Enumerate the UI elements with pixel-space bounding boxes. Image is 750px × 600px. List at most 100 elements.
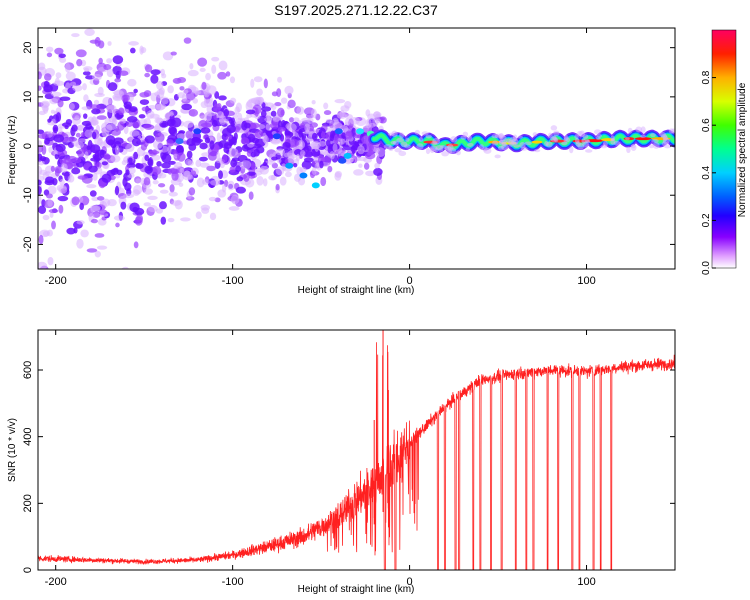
spectrogram-speckle: [101, 161, 108, 166]
spectrogram-speckle: [303, 157, 314, 163]
spectrogram-speckle: [80, 229, 89, 238]
spectrogram-speckle: [205, 72, 211, 81]
spectrogram-speckle: [279, 133, 285, 142]
spectrogram-speckle: [121, 94, 129, 103]
spectrogram-speckle: [563, 135, 569, 141]
spectrogram-speckle: [561, 141, 568, 146]
spectrogram-speckle: [46, 52, 53, 58]
spectrogram-speckle: [179, 167, 185, 174]
spectrogram-speckle: [189, 63, 194, 70]
spectrogram-speckle: [124, 182, 132, 192]
spectrogram-speckle: [76, 58, 83, 67]
spectrogram-speckle: [199, 67, 206, 72]
spectrogram-speckle: [262, 162, 268, 167]
spectrogram-speckle: [425, 148, 431, 155]
spectrogram-speckle: [58, 204, 64, 214]
spectrogram-speckle: [133, 184, 143, 195]
spectrogram-speckle: [185, 130, 194, 139]
spectrogram-speckle: [341, 132, 346, 140]
spectrogram-speckle: [170, 51, 177, 56]
spectrogram-speckle: [176, 144, 184, 154]
spectrogram-speckle: [209, 140, 215, 150]
spectrogram-speckle: [253, 76, 263, 83]
spectrogram-speckle: [52, 124, 59, 134]
spectrogram-speckle: [235, 102, 242, 113]
spectrogram-speckle: [298, 128, 303, 138]
spectrogram-speckle: [197, 57, 208, 67]
spectrogram-speckle: [284, 85, 294, 95]
spectrogram-speckle: [375, 147, 386, 157]
spectrogram-speckle: [269, 122, 280, 129]
spectrogram-speckle: [364, 152, 376, 160]
spectrogram-speckle: [191, 170, 197, 176]
snr-x-ticks: -200 -100 0 100: [45, 330, 596, 588]
spectrogram-speckle: [271, 91, 278, 97]
spectrogram-speckle: [82, 83, 87, 91]
spectrogram-speckle: [277, 127, 286, 132]
spectrogram-speckle: [391, 130, 398, 138]
spectrogram-speckle: [70, 81, 77, 87]
spectrogram-speckle: [143, 177, 151, 186]
spectrogram-speckle: [84, 67, 90, 73]
spectrogram-speckle: [96, 245, 108, 250]
spectrogram-speckle: [53, 80, 65, 87]
spectrogram-speckle: [106, 104, 117, 113]
spectrogram-speckle: [90, 218, 98, 224]
spectrogram-speckle: [140, 143, 148, 151]
spectrogram-speckle: [492, 140, 499, 146]
spectrogram-speckle: [65, 62, 71, 73]
spectrogram-speckle: [128, 41, 139, 46]
spectrogram-speckle: [635, 126, 642, 133]
spectrogram-speckle: [167, 85, 174, 94]
figure-title: S197.2025.271.12.22.C37: [274, 2, 438, 18]
spectrogram-speckle: [334, 172, 342, 181]
spectrogram-speckle: [437, 147, 444, 152]
spectrogram-speckle: [166, 118, 175, 127]
spectrogram-speckle: [327, 165, 333, 173]
spectrogram-speckle: [311, 182, 320, 189]
spectrogram-speckle: [84, 151, 89, 159]
spectrogram-speckle: [81, 106, 92, 111]
spectrogram-speckle: [76, 238, 84, 249]
spectrogram-speckle: [398, 150, 407, 157]
spectrogram-speckle: [133, 88, 138, 94]
spectrogram-speckle: [82, 71, 91, 76]
spectrogram-speckle: [334, 99, 346, 104]
spectrogram-speckle: [187, 69, 199, 77]
snr-y-label: SNR (10 * v/v): [7, 418, 18, 482]
snr-x-tick-label: 100: [577, 576, 595, 588]
spectrogram-speckle: [581, 138, 587, 144]
spectrogram-speckle: [130, 47, 136, 54]
spectrogram-speckle: [139, 119, 148, 124]
spectrogram-speckle: [156, 80, 164, 90]
spectrogram-y-tick-label: 0: [22, 143, 34, 149]
spectrogram-speckle: [574, 134, 579, 139]
spectrogram-speckle: [121, 266, 130, 269]
spectrogram-speckle: [271, 156, 278, 161]
snr-panel: -200 -100 0 100 0 200 400 600 Height of straig…: [7, 329, 676, 595]
spectrogram-speckle: [54, 47, 64, 55]
spectrogram-x-tick-label: 0: [407, 275, 413, 287]
spectrogram-speckle: [478, 144, 484, 150]
spectrogram-speckle: [332, 121, 343, 129]
colorbar-ticks: 0.0 0.2 0.4 0.6 0.8: [701, 70, 716, 275]
spectrogram-speckle: [38, 71, 42, 80]
spectrogram-speckle: [234, 125, 240, 133]
spectrogram-speckle: [113, 137, 124, 145]
spectrogram-speckle: [55, 143, 66, 152]
spectrogram-speckle: [67, 175, 75, 183]
spectrogram-speckle: [127, 78, 137, 87]
spectrogram-speckle: [75, 132, 81, 138]
spectrogram-speckle: [465, 147, 470, 151]
spectrogram-speckle: [154, 132, 165, 143]
spectrogram-speckle: [304, 123, 311, 133]
colorbar-tick-label: 0.6: [701, 118, 712, 132]
spectrogram-speckle: [494, 154, 501, 159]
spectrogram-speckle: [38, 179, 42, 186]
spectrogram-speckle: [144, 64, 153, 73]
spectrogram-speckle: [296, 166, 303, 175]
spectrogram-speckle: [171, 200, 182, 206]
spectrogram-speckle: [107, 198, 117, 207]
snr-y-tick-label: 200: [22, 494, 34, 512]
